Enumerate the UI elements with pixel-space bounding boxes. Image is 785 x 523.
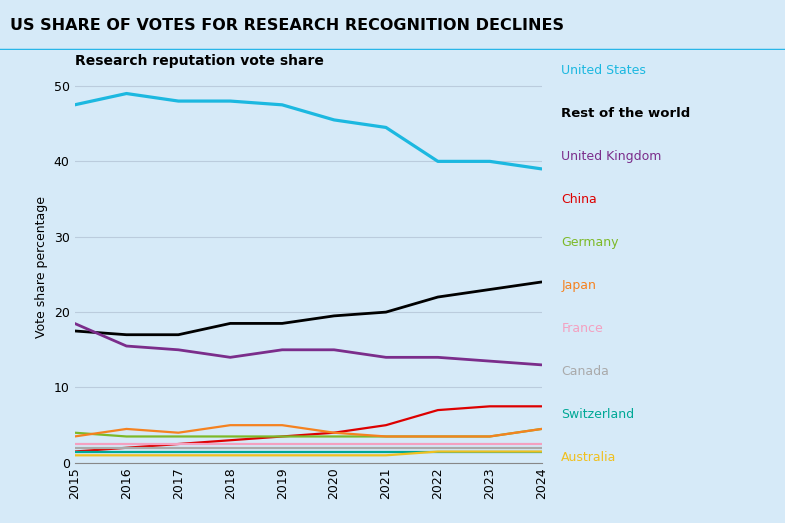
Text: United States: United States <box>561 64 646 77</box>
Text: China: China <box>561 194 597 206</box>
Text: Germany: Germany <box>561 236 619 249</box>
Text: US SHARE OF VOTES FOR RESEARCH RECOGNITION DECLINES: US SHARE OF VOTES FOR RESEARCH RECOGNITI… <box>10 18 564 33</box>
Y-axis label: Vote share percentage: Vote share percentage <box>35 196 48 338</box>
Text: Rest of the world: Rest of the world <box>561 107 691 120</box>
Text: Research reputation vote share: Research reputation vote share <box>75 54 323 69</box>
Text: Canada: Canada <box>561 365 609 378</box>
Text: Switzerland: Switzerland <box>561 408 634 421</box>
Text: United Kingdom: United Kingdom <box>561 150 662 163</box>
Text: Australia: Australia <box>561 451 617 464</box>
Text: France: France <box>561 322 603 335</box>
Text: Japan: Japan <box>561 279 596 292</box>
